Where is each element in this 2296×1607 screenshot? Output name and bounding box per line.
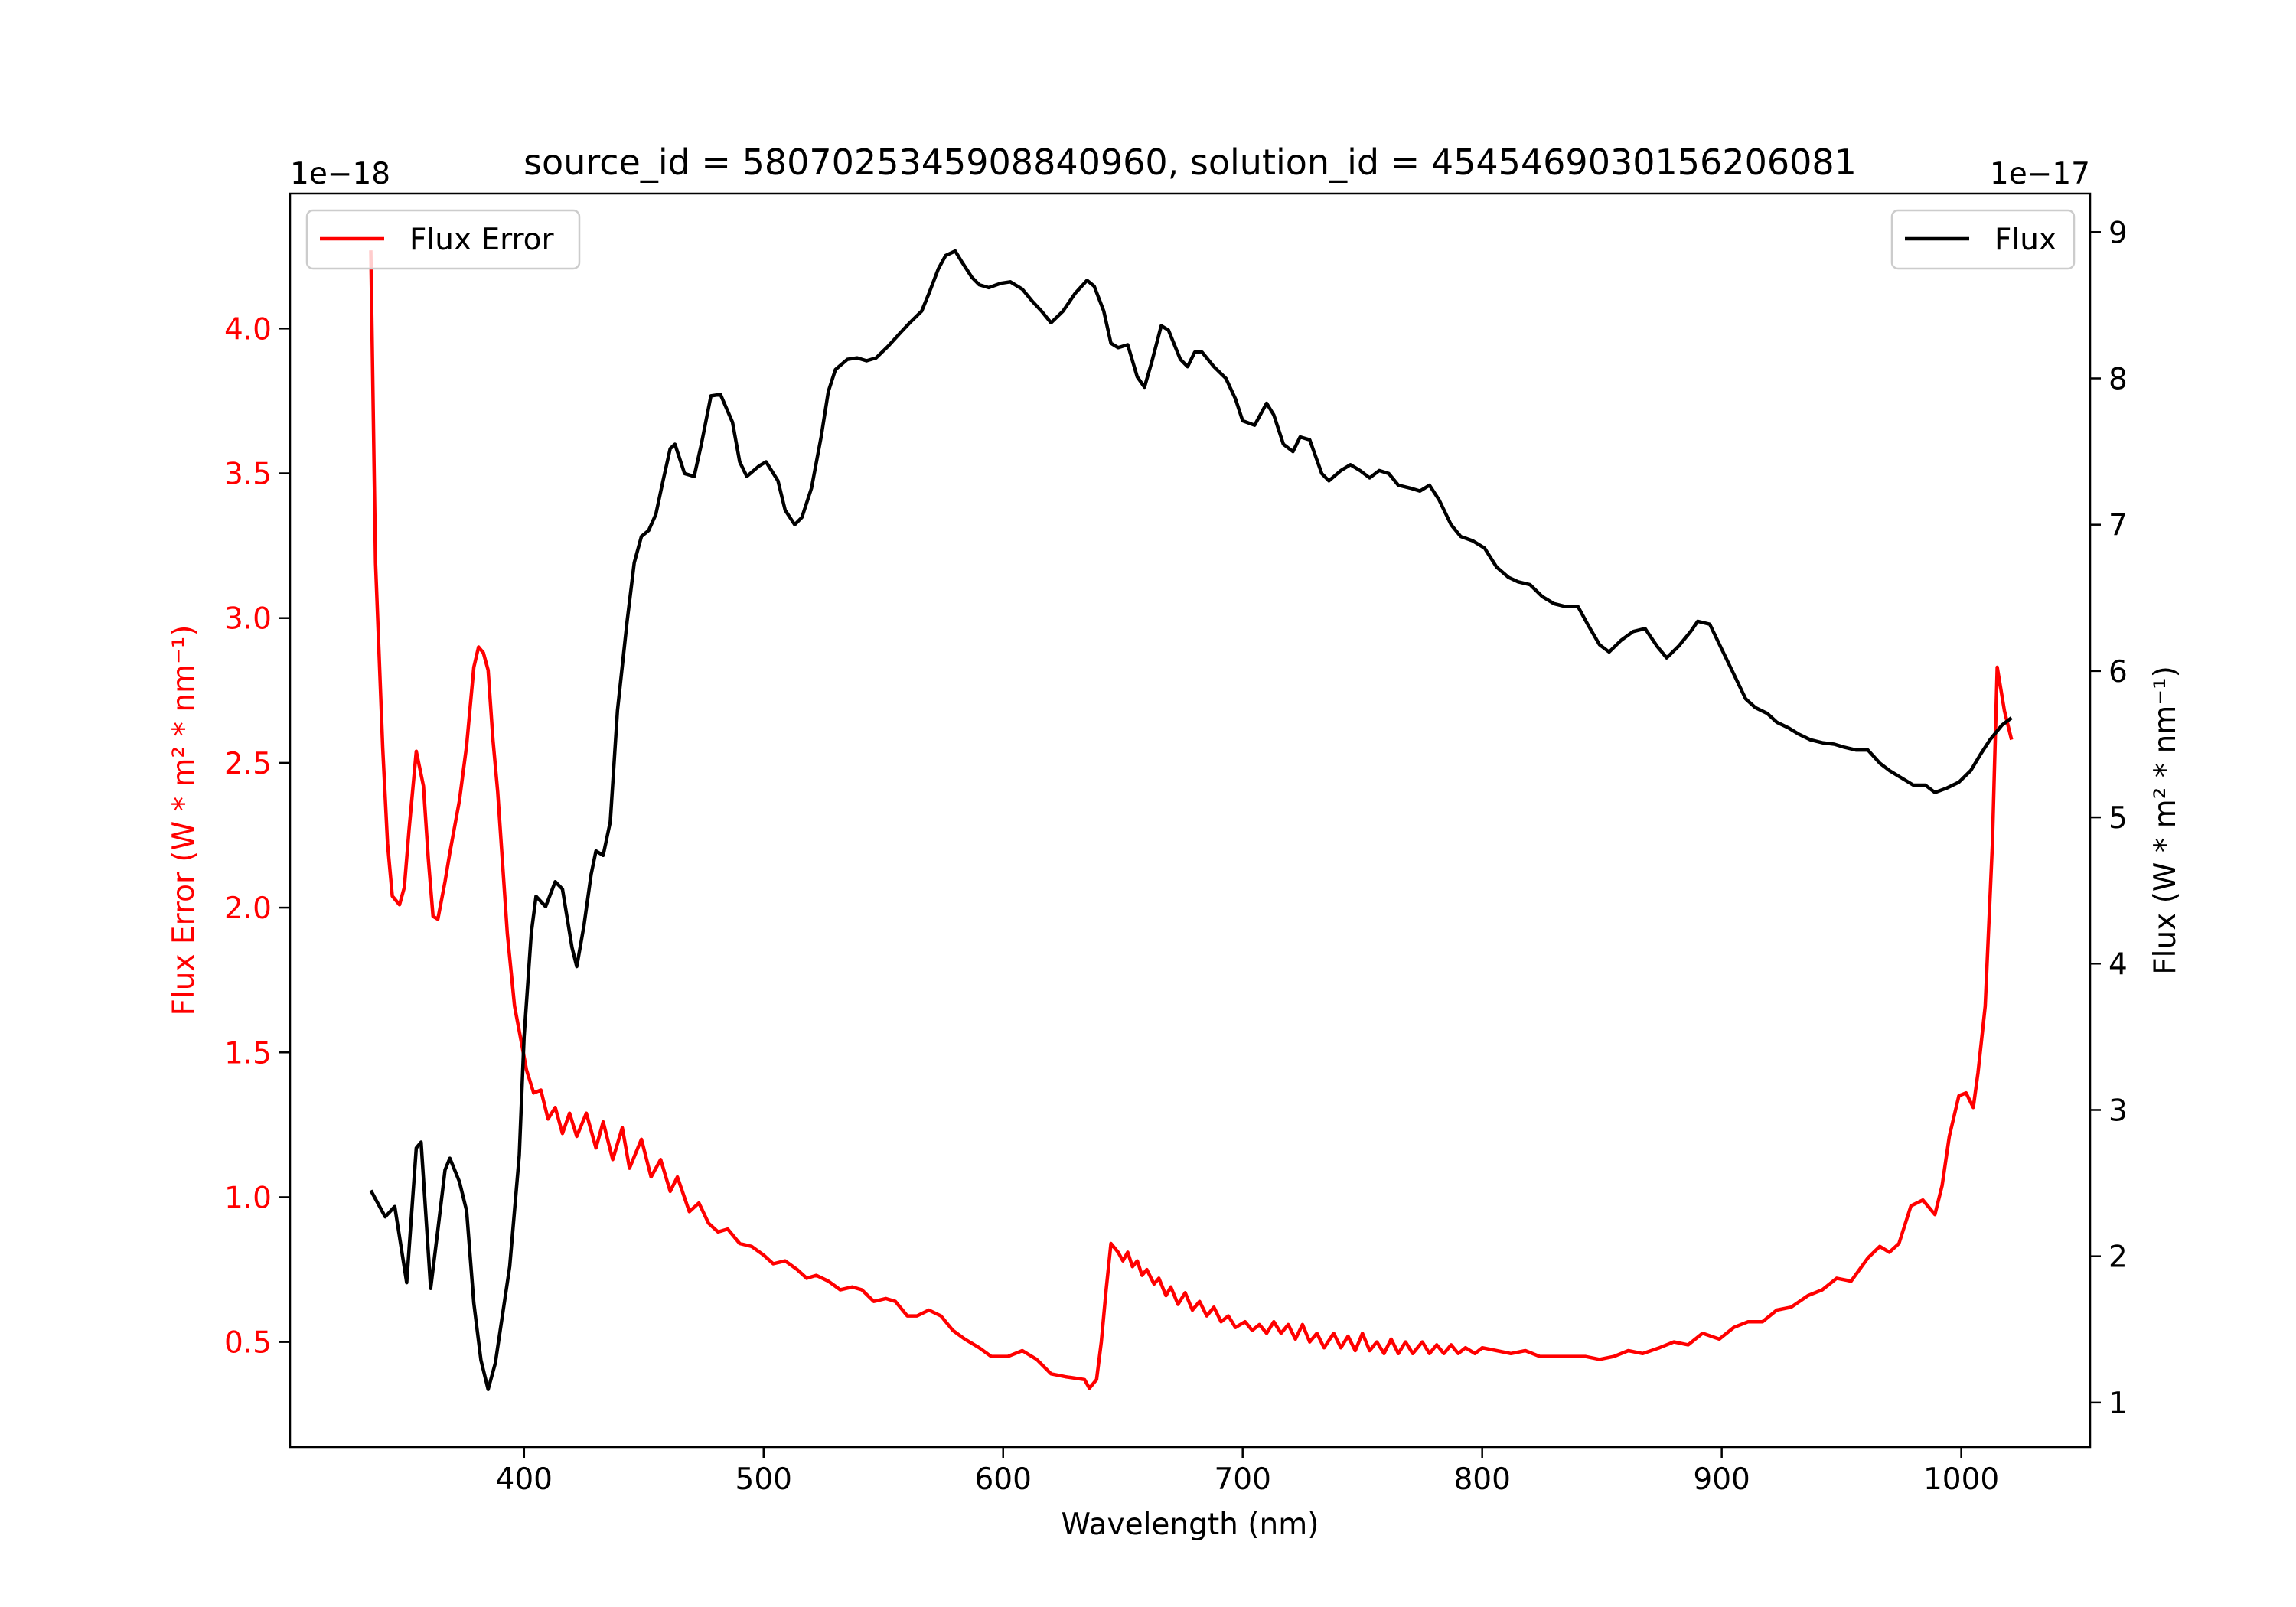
right-y-tick-label: 6 [2108,655,2128,689]
left-y-tick-label: 1.0 [224,1181,272,1215]
right-y-tick-label: 3 [2108,1094,2128,1128]
flux-error-series-line [369,250,2014,1390]
x-tick-label: 1000 [1923,1462,1999,1497]
flux-series-line [369,249,2013,1391]
left-y-tick-label: 3.0 [224,602,272,637]
left-y-tick-label: 2.0 [224,892,272,926]
right-y-tick-label: 4 [2108,947,2128,982]
left-y-tick-label: 2.5 [224,747,272,781]
legend-label-flux-error: Flux Error [409,223,554,257]
left-y-axis-label: Flux Error (W * m² * nm⁻¹) [167,624,201,1015]
legend-flux: Flux [1890,209,2076,270]
right-offset-text: 1e−17 [1990,157,2090,191]
axes-frame [289,192,2092,1449]
x-tick-label: 900 [1693,1462,1750,1497]
left-y-tick-label: 1.5 [224,1036,272,1071]
right-y-tick-label: 5 [2108,801,2128,836]
x-tick-label: 600 [974,1462,1031,1497]
x-tick-label: 500 [735,1462,792,1497]
legend-box [305,209,581,270]
x-tick-label: 700 [1214,1462,1270,1497]
right-y-axis-label: Flux (W * m² * nm⁻¹) [2148,666,2183,975]
left-offset-text: 1e−18 [290,157,390,191]
right-y-tick-label: 8 [2108,362,2128,396]
right-y-tick-label: 2 [2108,1240,2128,1275]
right-y-tick-label: 7 [2108,509,2128,543]
x-tick-label: 800 [1453,1462,1510,1497]
left-y-tick-label: 0.5 [224,1326,272,1361]
right-y-tick-label: 9 [2108,216,2128,250]
left-y-tick-label: 3.5 [224,458,272,492]
right-y-tick-label: 1 [2108,1387,2128,1421]
legend-label-flux: Flux [1994,223,2056,257]
x-axis-label: Wavelength (nm) [1062,1508,1319,1542]
chart-title: source_id = 5807025345908840960, solutio… [523,142,1857,183]
legend-box [1890,209,2076,270]
x-tick-label: 400 [496,1462,553,1497]
legend-flux-error: Flux Error [305,209,581,270]
left-y-tick-label: 4.0 [224,312,272,347]
